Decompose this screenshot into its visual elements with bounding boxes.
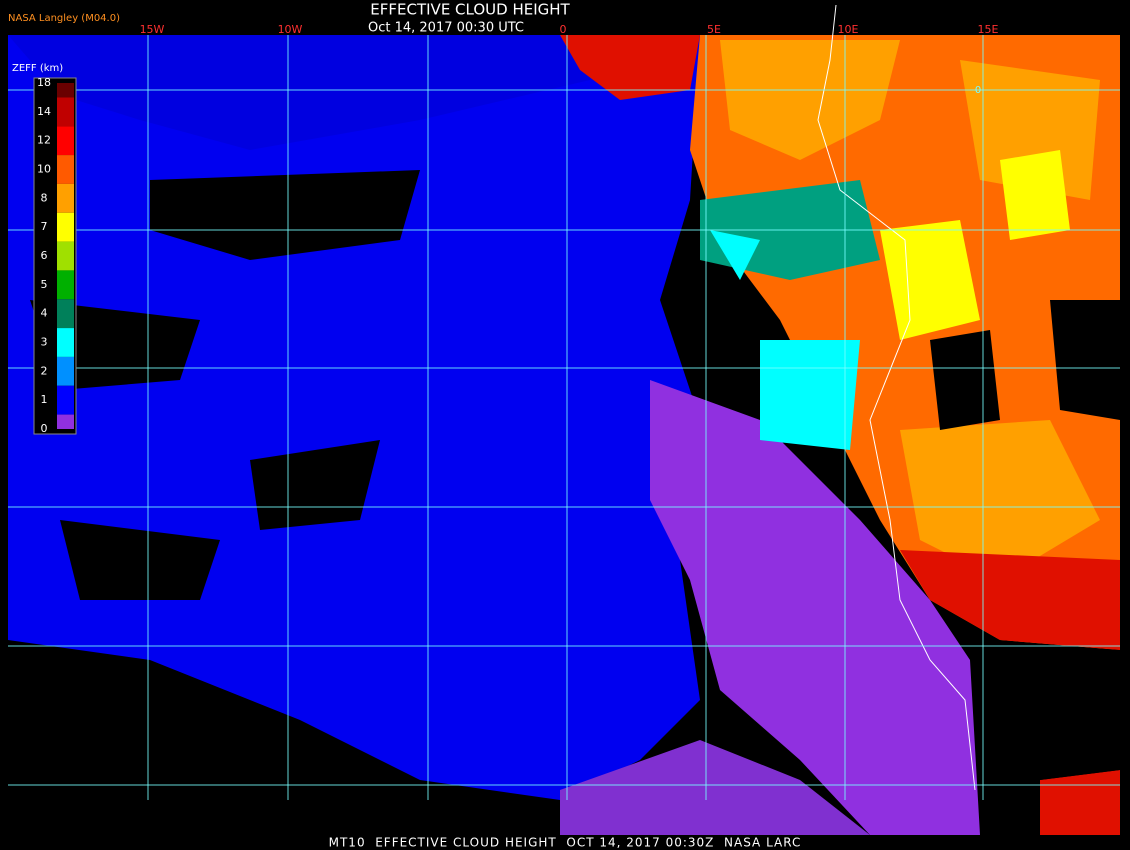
legend-label: 1 — [41, 393, 48, 406]
longitude-label: 5E — [707, 23, 721, 36]
longitude-label: 15E — [978, 23, 999, 36]
legend-swatch — [57, 328, 74, 357]
longitude-label: 10W — [278, 23, 303, 36]
legend-swatch — [57, 356, 74, 386]
longitude-label: 10E — [838, 23, 859, 36]
legend-label: 5 — [41, 278, 48, 291]
legend-title: ZEFF (km) — [12, 63, 63, 74]
very-low-cloud — [560, 740, 870, 835]
mid-cloud — [710, 230, 860, 450]
legend-label: 0 — [41, 422, 48, 435]
legend-label: 7 — [41, 220, 48, 233]
legend-swatch — [57, 97, 74, 127]
legend-label: 3 — [41, 336, 48, 349]
legend-swatch — [57, 212, 74, 242]
graticule — [8, 35, 1120, 800]
clear-sky — [30, 170, 420, 600]
legend-label: 18 — [37, 76, 51, 89]
legend-swatch — [57, 126, 74, 156]
footer: MT10 EFFECTIVE CLOUD HEIGHT OCT 14, 2017… — [329, 836, 802, 850]
longitude-label: 15W — [140, 23, 165, 36]
legend-label: 14 — [37, 105, 51, 118]
longitude-label: 0 — [560, 23, 567, 36]
legend-label: 6 — [41, 249, 48, 262]
legend-swatch — [57, 183, 74, 213]
very-low-cloud — [650, 380, 980, 835]
legend-swatch — [57, 385, 74, 415]
clear-sky — [930, 300, 1120, 780]
legend-swatch — [57, 83, 74, 98]
latitude-label: 0 — [975, 85, 981, 96]
source-label: NASA Langley (M04.0) — [8, 13, 120, 24]
legend-swatch — [57, 241, 74, 271]
coastline — [817, 4, 976, 791]
legend-label: 8 — [41, 191, 48, 204]
legend-swatch — [57, 299, 74, 329]
legend-swatch — [57, 270, 74, 300]
title: EFFECTIVE CLOUD HEIGHT — [370, 1, 570, 19]
cloud-imagery — [8, 4, 1120, 835]
legend-swatch — [57, 155, 74, 184]
legend-label: 2 — [41, 364, 48, 377]
legend-label: 4 — [41, 307, 48, 320]
legend-swatch — [57, 414, 74, 429]
high-cloud — [880, 150, 1070, 340]
low-cloud — [8, 35, 600, 150]
legend-label: 10 — [37, 163, 51, 176]
subtitle: Oct 14, 2017 00:30 UTC — [368, 21, 524, 36]
legend-label: 12 — [37, 134, 51, 147]
